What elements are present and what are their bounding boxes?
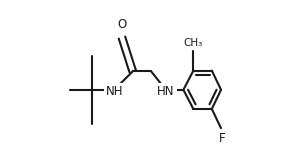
Text: NH: NH: [106, 85, 124, 98]
Text: O: O: [117, 18, 126, 31]
Text: F: F: [218, 132, 225, 145]
Text: HN: HN: [157, 85, 175, 98]
Text: CH₃: CH₃: [184, 38, 203, 48]
